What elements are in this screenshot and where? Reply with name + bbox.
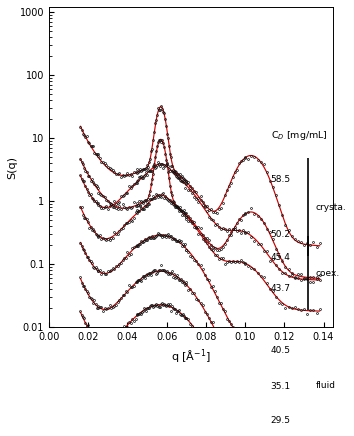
Text: 58.5: 58.5	[270, 175, 291, 184]
Text: C$_D$ [mg/mL]: C$_D$ [mg/mL]	[270, 129, 327, 142]
Text: crysta.: crysta.	[316, 203, 347, 211]
Text: 43.7: 43.7	[270, 284, 291, 293]
Text: 29.5: 29.5	[270, 416, 291, 425]
Y-axis label: S(q): S(q)	[7, 156, 17, 179]
Text: 45.4: 45.4	[270, 253, 291, 262]
Text: fluid: fluid	[316, 381, 336, 390]
Text: 40.5: 40.5	[270, 346, 291, 355]
Text: coex.: coex.	[316, 269, 340, 278]
Text: 35.1: 35.1	[270, 382, 291, 391]
Text: 50.2: 50.2	[270, 230, 291, 238]
X-axis label: q [$\mathregular{\AA}^{-1}$]: q [$\mathregular{\AA}^{-1}$]	[171, 348, 211, 366]
